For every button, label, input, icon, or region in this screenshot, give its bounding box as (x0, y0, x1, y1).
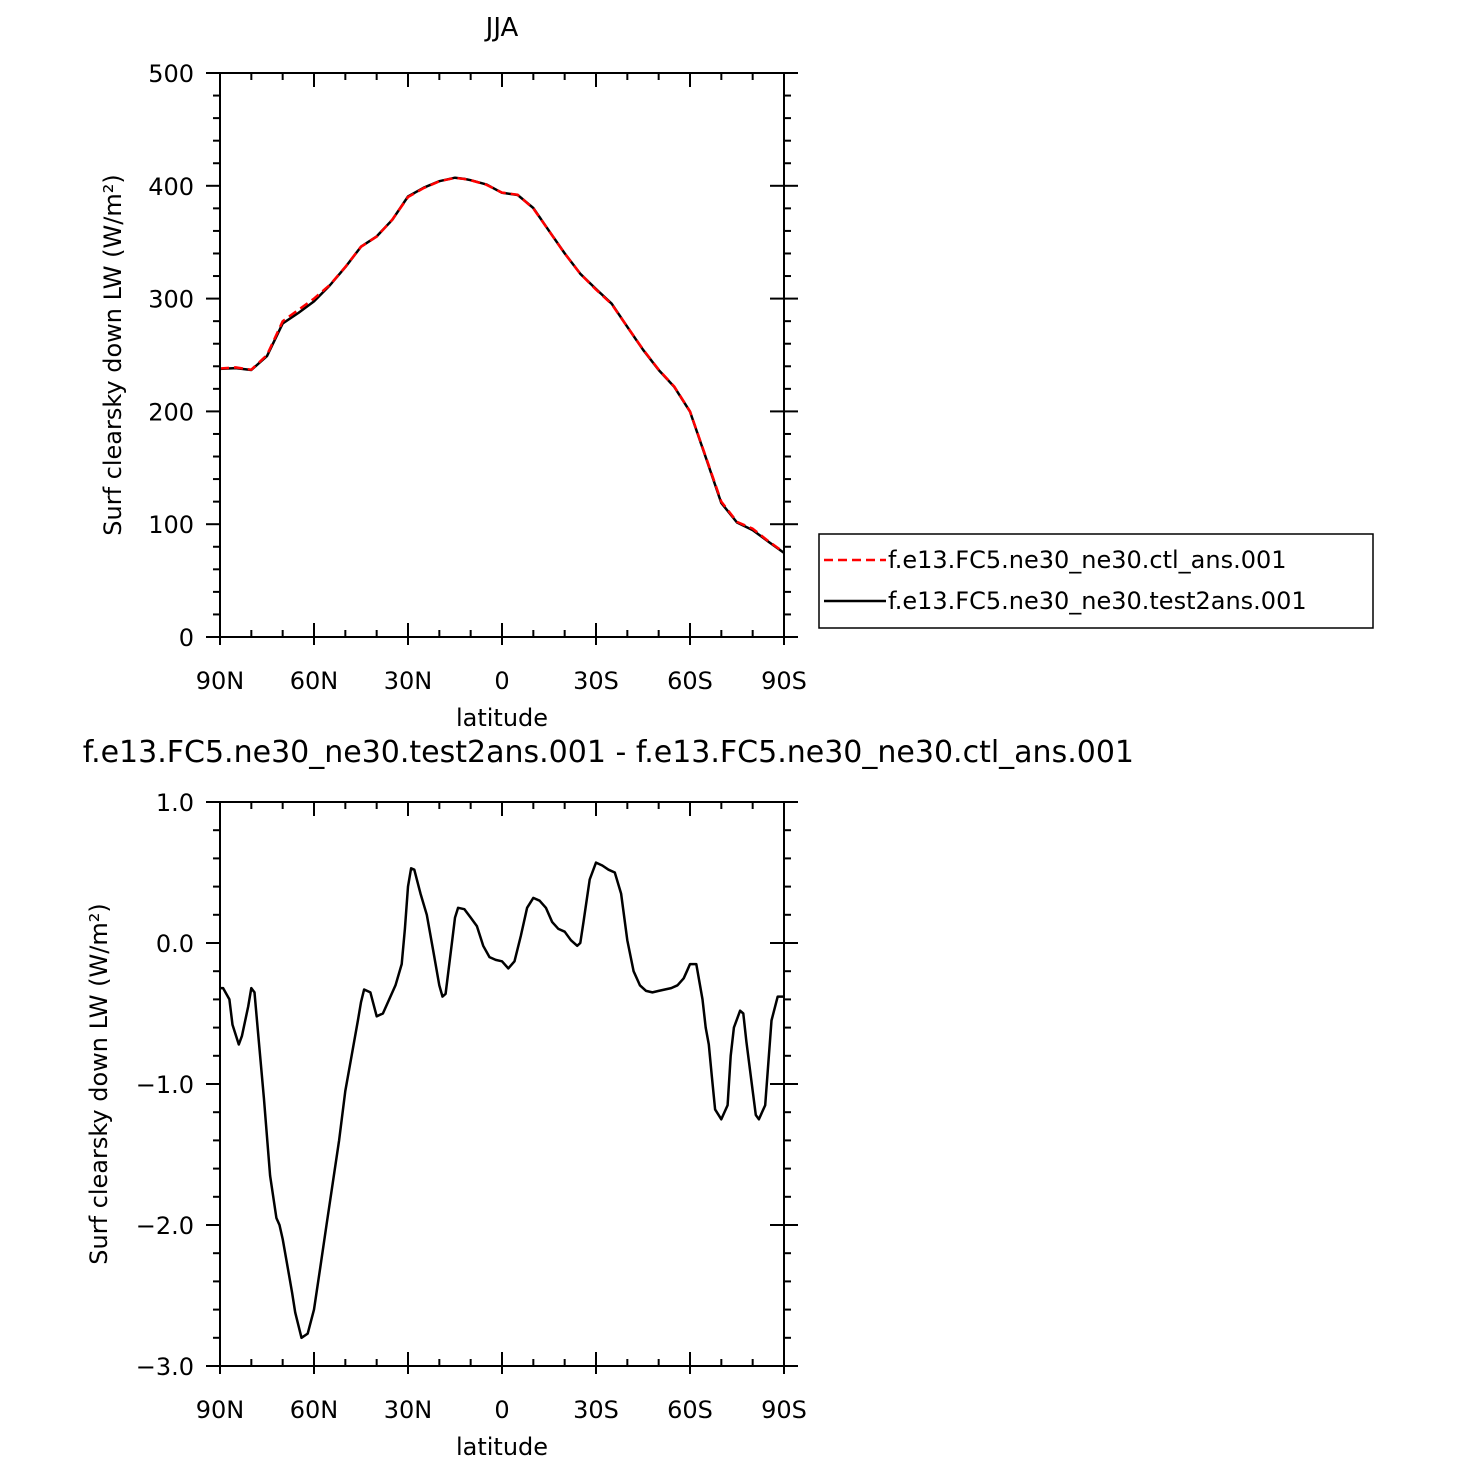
bottom-x-axis-label: latitude (456, 1433, 548, 1461)
y-tick-label: −3.0 (136, 1353, 194, 1381)
bottom-series-lines (220, 861, 784, 1340)
y-tick-label: 1.0 (156, 789, 194, 817)
y-tick-label: 0 (179, 624, 194, 652)
bottom-plot-frame (219, 801, 785, 1367)
y-tick-label: 100 (148, 511, 194, 539)
legend-label-ctl: f.e13.FC5.ne30_ne30.ctl_ans.001 (888, 546, 1287, 574)
x-tick-label: 60S (667, 1396, 713, 1424)
x-tick-label: 60N (290, 1396, 339, 1424)
legend-label-test: f.e13.FC5.ne30_ne30.test2ans.001 (888, 587, 1307, 615)
y-tick-label: −2.0 (136, 1212, 194, 1240)
bottom-panel: f.e13.FC5.ne30_ne30.test2ans.001 - f.e13… (83, 735, 1134, 1461)
top-series-line-1 (219, 176, 785, 554)
x-tick-label: 30S (573, 667, 619, 695)
top-tick-labels: 90N 60N 30N 0 30S 60S 90S 0 100 200 300 400 500 (148, 60, 807, 695)
legend-box (818, 533, 1374, 629)
y-tick-label: 400 (148, 173, 194, 201)
x-tick-label: 90S (761, 667, 807, 695)
y-tick-label: 200 (148, 398, 194, 426)
top-y-axis-label: Surf clearsky down LW (W/m²) (99, 174, 127, 535)
x-tick-label: 30N (384, 1396, 433, 1424)
top-plot-frame (219, 72, 785, 638)
bottom-axis-ticks (206, 801, 798, 1374)
top-x-axis-label: latitude (456, 704, 548, 732)
x-tick-label: 30N (384, 667, 433, 695)
x-tick-label: 0 (494, 1396, 509, 1424)
x-tick-label: 90S (761, 1396, 807, 1424)
x-tick-label: 60S (667, 667, 713, 695)
legend: f.e13.FC5.ne30_ne30.ctl_ans.001 f.e13.FC… (818, 533, 1374, 629)
top-panel: JJA 90N 60N 30N 0 30S 60S 90S0100200300400500 … (99, 13, 1374, 732)
x-tick-label: 60N (290, 667, 339, 695)
x-tick-label: 90N (196, 667, 245, 695)
bottom-tick-labels: 90N 60N 30N 0 30S 60S 90S −3.0 −2.0 −1.0 0.0 1.0 (136, 789, 807, 1424)
y-tick-label: −1.0 (136, 1071, 194, 1099)
bottom-series-line-0 (220, 861, 784, 1340)
x-tick-label: 30S (573, 1396, 619, 1424)
bottom-y-axis-label: Surf clearsky down LW (W/m²) (85, 903, 113, 1264)
top-axis-ticks (206, 72, 798, 645)
top-chart-title: JJA (484, 13, 519, 43)
x-tick-label: 0 (494, 667, 509, 695)
y-tick-label: 0.0 (156, 930, 194, 958)
y-tick-label: 300 (148, 286, 194, 314)
x-tick-label: 90N (196, 1396, 245, 1424)
bottom-chart-title: f.e13.FC5.ne30_ne30.test2ans.001 - f.e13… (83, 735, 1134, 770)
top-series-lines (219, 176, 785, 554)
y-tick-label: 500 (148, 60, 194, 88)
top-series-line-0 (219, 176, 785, 554)
